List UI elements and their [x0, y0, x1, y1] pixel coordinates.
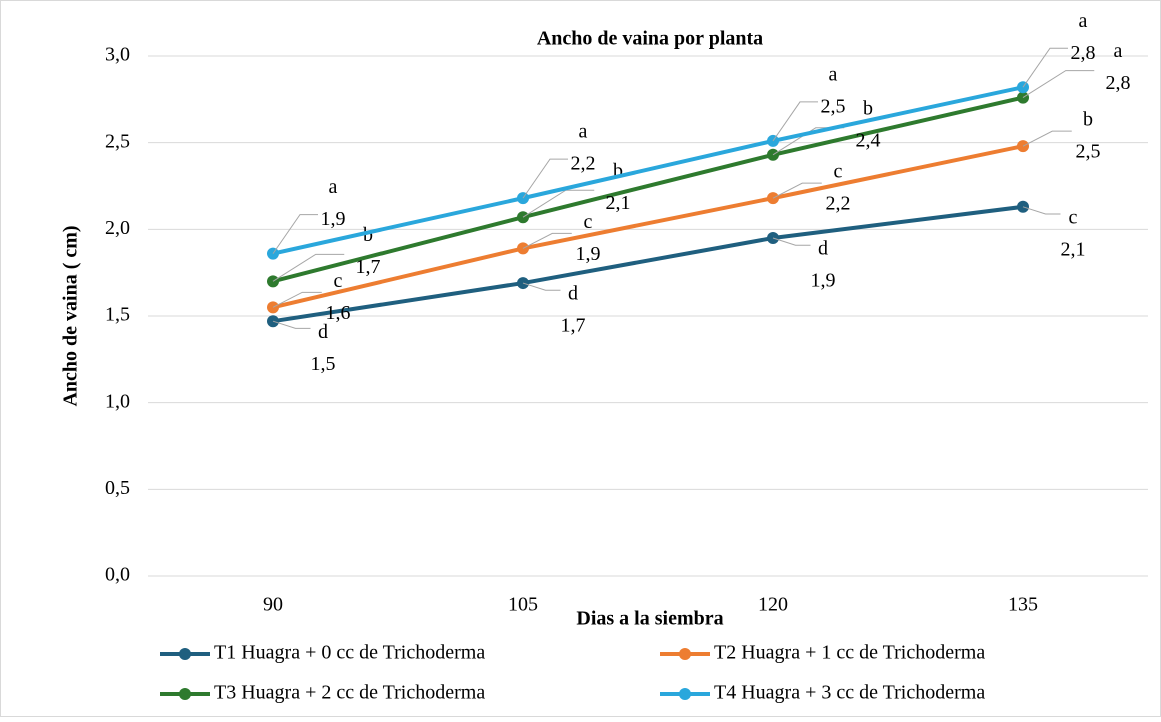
series-line — [272, 144, 1024, 310]
legend-marker — [679, 648, 691, 660]
x-tick-label: 120 — [758, 594, 788, 616]
leader-line — [272, 214, 318, 254]
data-label: 2,1 — [1061, 238, 1086, 260]
series-line — [272, 204, 1024, 324]
data-label: 2,8 — [1071, 42, 1096, 64]
data-label: 1,6 — [326, 302, 351, 324]
data-label-letter: a — [1079, 10, 1088, 32]
data-label: 2,8 — [1106, 72, 1131, 94]
data-label: 1,5 — [311, 353, 336, 375]
data-label: 1,9 — [321, 208, 346, 230]
data-label-letter: c — [584, 211, 593, 233]
y-tick-label: 2,5 — [105, 130, 130, 152]
legend-label: T3 Huagra + 2 cc de Trichoderma — [214, 682, 485, 704]
x-axis-label: Dias a la siembra — [576, 608, 723, 630]
data-label-letter: a — [329, 176, 338, 198]
y-tick-label: 1,5 — [105, 304, 130, 326]
data-label: 1,7 — [356, 256, 381, 278]
x-tick-label: 90 — [263, 594, 283, 616]
leader-line — [272, 320, 311, 329]
leader-line — [1022, 130, 1072, 147]
data-label-letter: d — [318, 321, 328, 343]
data-label-letter: d — [818, 238, 828, 260]
series-line — [272, 95, 1024, 284]
data-label: 2,5 — [1076, 141, 1101, 163]
y-axis-label: Ancho de vaina ( cm) — [60, 225, 82, 406]
leader-line — [1022, 70, 1095, 99]
leader-line — [1022, 206, 1061, 215]
legend-marker — [179, 648, 191, 660]
y-tick-label: 1,0 — [105, 390, 130, 412]
x-tick-label: 105 — [508, 594, 538, 616]
data-label-letter: c — [834, 161, 843, 183]
series-line — [272, 85, 1024, 256]
leader-line — [522, 282, 561, 291]
leader-line — [272, 291, 322, 308]
y-tick-label: 2,0 — [105, 217, 130, 239]
data-label: 2,2 — [571, 153, 596, 175]
data-label-letter: b — [1083, 109, 1093, 131]
data-label-letter: d — [568, 283, 578, 305]
data-label-letter: a — [579, 121, 588, 143]
leader-line — [272, 253, 345, 282]
chart-title: Ancho de vaina por planta — [537, 28, 763, 50]
data-label-letter: c — [1069, 206, 1078, 228]
legend-label: T4 Huagra + 3 cc de Trichoderma — [714, 682, 985, 704]
data-label: 2,2 — [826, 193, 851, 215]
data-label: 1,9 — [576, 243, 601, 265]
y-tick-label: 0,0 — [105, 564, 130, 586]
leader-line — [522, 232, 572, 249]
data-label-letter: b — [613, 160, 623, 182]
y-tick-label: 0,5 — [105, 477, 130, 499]
data-label: 2,1 — [606, 192, 631, 214]
y-tick-label: 3,0 — [105, 44, 130, 66]
data-label-letter: a — [829, 64, 838, 86]
legend-marker — [679, 688, 691, 700]
leader-line — [522, 158, 568, 199]
legend-marker — [179, 688, 191, 700]
legend-label: T1 Huagra + 0 cc de Trichoderma — [214, 642, 485, 664]
leader-line — [1022, 47, 1068, 88]
leader-line — [772, 101, 818, 142]
data-label-letter: b — [863, 97, 873, 119]
leader-line — [772, 182, 822, 199]
data-label: 1,9 — [811, 270, 836, 292]
data-label-letter: b — [363, 224, 373, 246]
leader-line — [772, 237, 811, 246]
data-label: 2,4 — [856, 129, 881, 151]
data-label: 1,7 — [561, 315, 586, 337]
data-label-letter: a — [1114, 40, 1123, 62]
data-label-letter: c — [334, 270, 343, 292]
legend-label: T2 Huagra + 1 cc de Trichoderma — [714, 642, 985, 664]
data-label: 2,5 — [821, 96, 846, 118]
x-tick-label: 135 — [1008, 594, 1038, 616]
